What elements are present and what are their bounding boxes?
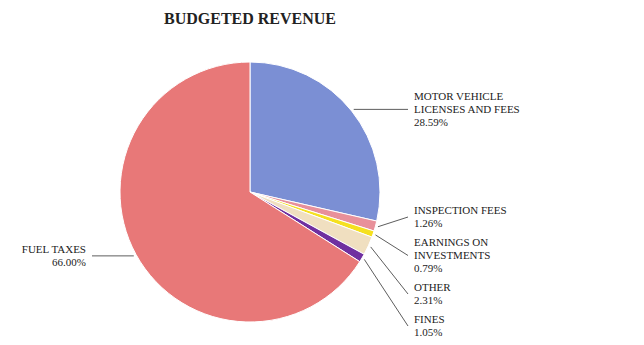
slice-label-line: EARNINGS ON <box>414 236 488 248</box>
slice-label-line: FUEL TAXES <box>22 243 86 255</box>
pie <box>120 62 380 322</box>
data-label: 0.79% <box>414 262 442 274</box>
leader-line <box>364 259 408 326</box>
data-label: 28.59% <box>414 116 448 128</box>
title: BUDGETED REVENUE <box>164 10 336 27</box>
leader-line <box>375 235 408 256</box>
leader-line <box>378 217 408 227</box>
slice-label: OTHER <box>414 281 451 293</box>
slice-label-line: INVESTMENTS <box>414 249 490 261</box>
slice-label-line: FINES <box>414 313 445 325</box>
slice-label: MOTOR VEHICLELICENSES AND FEES <box>414 90 520 115</box>
data-label: 66.00% <box>52 256 86 268</box>
slice-label-line: MOTOR VEHICLE <box>414 90 503 102</box>
data-label: 1.26% <box>414 217 442 229</box>
slice-label: FUEL TAXES <box>22 243 86 255</box>
slice-label-line: LICENSES AND FEES <box>414 103 520 115</box>
pie-slice <box>120 62 360 322</box>
labels: MOTOR VEHICLELICENSES AND FEES28.59% INSP… <box>22 90 520 338</box>
chart-container: BUDGETED REVENUE MOTOR VEHICLELICENSES AN… <box>0 0 644 345</box>
slice-label: FINES <box>414 313 445 325</box>
data-label: 1.05% <box>414 326 442 338</box>
leader-line <box>371 247 408 294</box>
leader-line <box>354 109 408 110</box>
leader-line <box>92 255 134 256</box>
chart: BUDGETED REVENUE MOTOR VEHICLELICENSES AN… <box>0 0 644 345</box>
data-label: 2.31% <box>414 294 442 306</box>
slice-label: INSPECTION FEES <box>414 204 507 216</box>
slice-label: EARNINGS ONINVESTMENTS <box>414 236 490 261</box>
slice-label-line: INSPECTION FEES <box>414 204 507 216</box>
slice-label-line: OTHER <box>414 281 451 293</box>
